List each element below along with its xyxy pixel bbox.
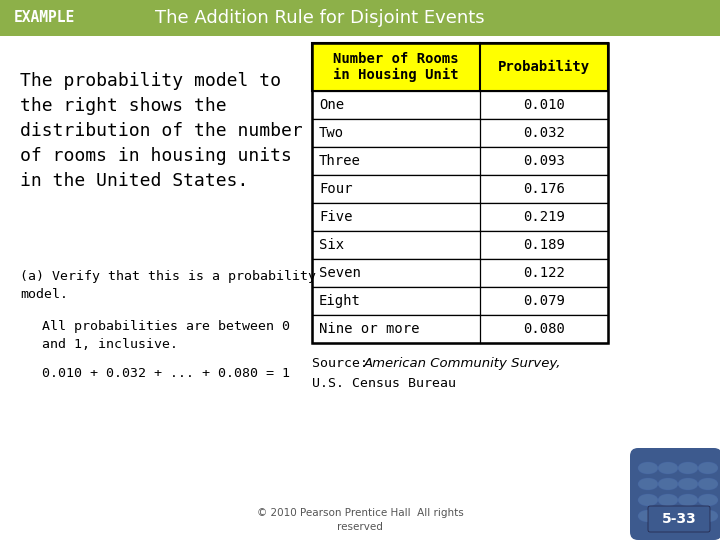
Bar xyxy=(312,203,608,231)
Text: Nine or more: Nine or more xyxy=(319,322,420,336)
FancyBboxPatch shape xyxy=(630,448,720,540)
Bar xyxy=(312,91,608,119)
Ellipse shape xyxy=(698,462,718,474)
Text: Eight: Eight xyxy=(319,294,361,308)
Ellipse shape xyxy=(638,510,658,522)
Text: Seven: Seven xyxy=(319,266,361,280)
Text: Four: Four xyxy=(319,182,353,196)
Ellipse shape xyxy=(678,510,698,522)
Text: 0.122: 0.122 xyxy=(523,266,565,280)
Text: American Community Survey,: American Community Survey, xyxy=(364,357,562,370)
Text: 0.176: 0.176 xyxy=(523,182,565,196)
Ellipse shape xyxy=(678,462,698,474)
Text: Number of Rooms
in Housing Unit: Number of Rooms in Housing Unit xyxy=(333,51,459,83)
Ellipse shape xyxy=(658,510,678,522)
Ellipse shape xyxy=(658,494,678,506)
Text: U.S. Census Bureau: U.S. Census Bureau xyxy=(312,377,456,390)
Bar xyxy=(312,231,608,259)
Text: Five: Five xyxy=(319,210,353,224)
Text: (a) Verify that this is a probability
model.: (a) Verify that this is a probability mo… xyxy=(20,270,316,301)
Text: 0.189: 0.189 xyxy=(523,238,565,252)
Ellipse shape xyxy=(638,494,658,506)
Text: 0.079: 0.079 xyxy=(523,294,565,308)
Text: 0.032: 0.032 xyxy=(523,126,565,140)
Bar xyxy=(312,175,608,203)
Bar xyxy=(312,287,608,315)
Text: Source:: Source: xyxy=(312,357,376,370)
Text: 0.080: 0.080 xyxy=(523,322,565,336)
Ellipse shape xyxy=(638,462,658,474)
Bar xyxy=(312,147,608,175)
Bar xyxy=(0,0,720,36)
Ellipse shape xyxy=(638,478,658,490)
Text: © 2010 Pearson Prentice Hall  All rights
reserved: © 2010 Pearson Prentice Hall All rights … xyxy=(256,508,464,531)
Text: Three: Three xyxy=(319,154,361,168)
Bar xyxy=(312,43,608,91)
Bar xyxy=(312,259,608,287)
FancyBboxPatch shape xyxy=(648,506,710,532)
Text: Six: Six xyxy=(319,238,344,252)
Text: 0.010 + 0.032 + ... + 0.080 = 1: 0.010 + 0.032 + ... + 0.080 = 1 xyxy=(42,367,290,380)
Ellipse shape xyxy=(698,494,718,506)
Text: 0.093: 0.093 xyxy=(523,154,565,168)
Text: Probability: Probability xyxy=(498,60,590,74)
Ellipse shape xyxy=(678,494,698,506)
Bar xyxy=(312,119,608,147)
Text: Two: Two xyxy=(319,126,344,140)
Ellipse shape xyxy=(698,510,718,522)
Text: 0.219: 0.219 xyxy=(523,210,565,224)
Text: All probabilities are between 0
and 1, inclusive.: All probabilities are between 0 and 1, i… xyxy=(42,320,290,351)
Text: 0.010: 0.010 xyxy=(523,98,565,112)
Ellipse shape xyxy=(658,462,678,474)
Text: The Addition Rule for Disjoint Events: The Addition Rule for Disjoint Events xyxy=(155,9,485,27)
Bar xyxy=(312,43,608,343)
Text: One: One xyxy=(319,98,344,112)
Text: 5-33: 5-33 xyxy=(662,512,696,526)
Ellipse shape xyxy=(678,478,698,490)
Bar xyxy=(312,315,608,343)
Text: EXAMPLE: EXAMPLE xyxy=(14,10,76,25)
Ellipse shape xyxy=(658,478,678,490)
Ellipse shape xyxy=(698,478,718,490)
Text: The probability model to
the right shows the
distribution of the number
of rooms: The probability model to the right shows… xyxy=(20,72,302,190)
